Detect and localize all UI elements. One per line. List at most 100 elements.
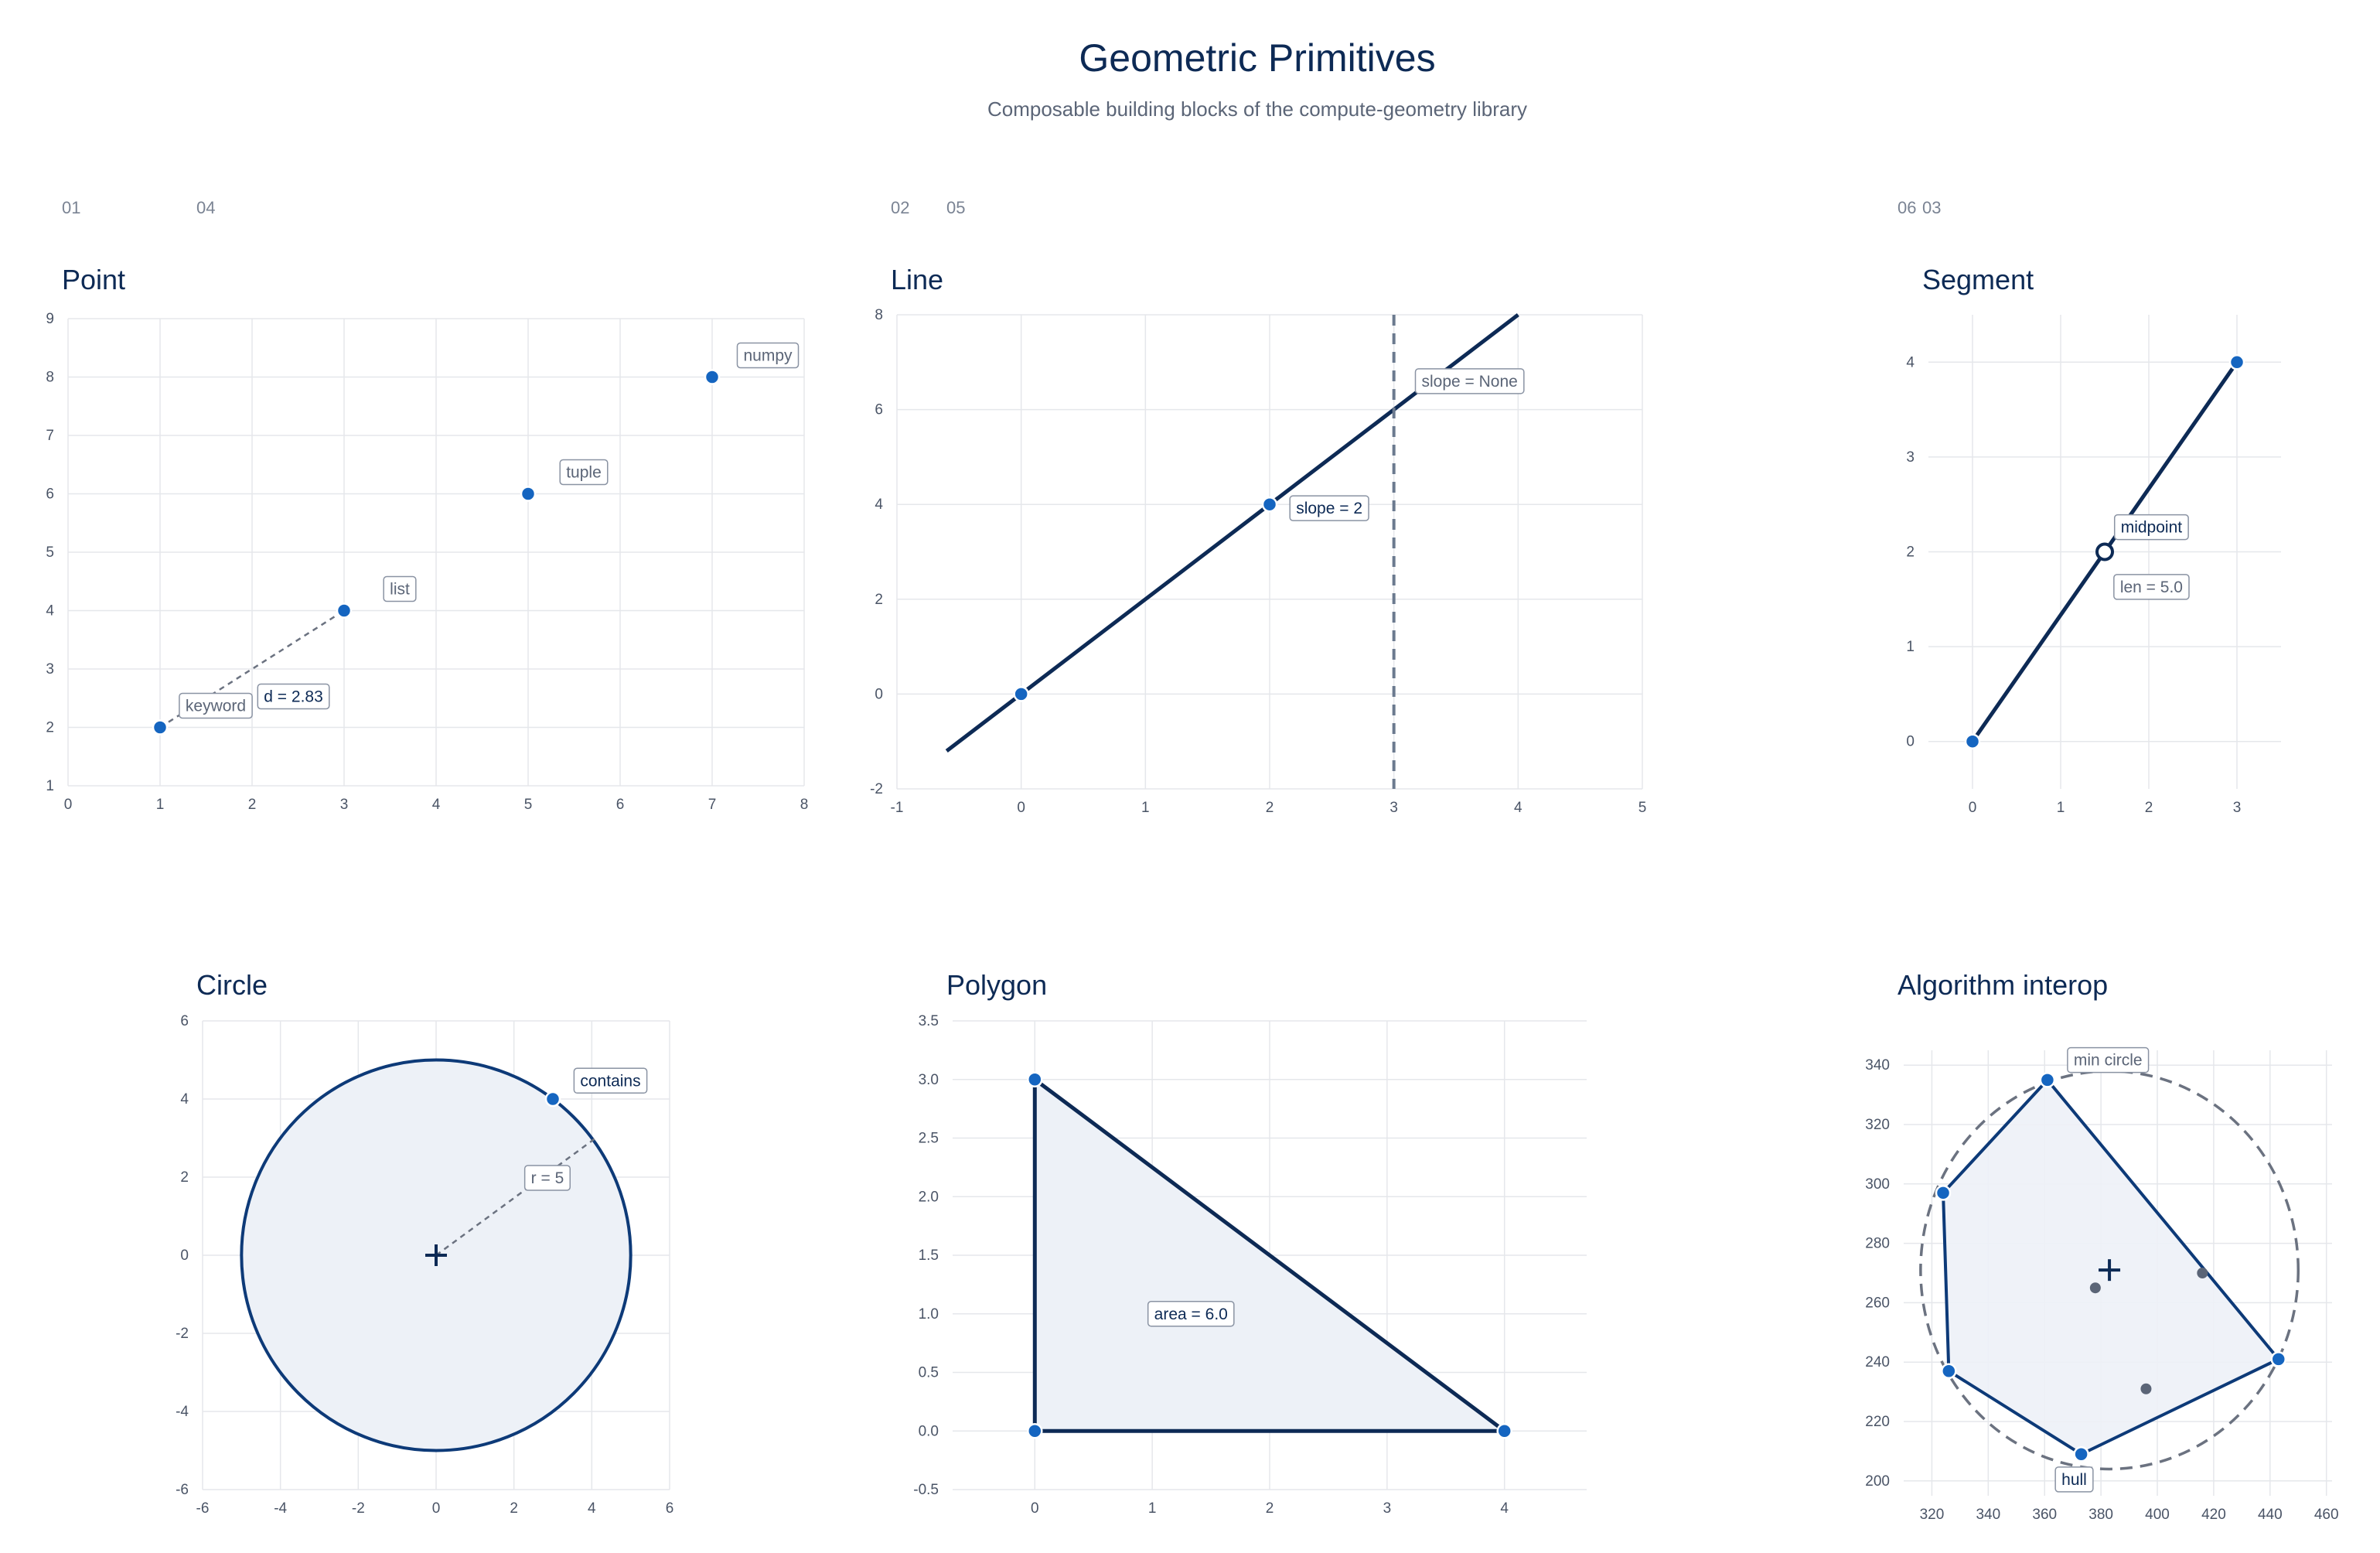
y-tick-label: 240 <box>1865 1354 1890 1370</box>
y-tick-label: 1 <box>1906 639 1915 655</box>
hull-vertex-3 <box>1941 1363 1957 1379</box>
y-tick-label: 2 <box>1906 544 1915 561</box>
min-circle-label-box <box>2067 1046 2150 1073</box>
x-tick-label: 3 <box>340 797 349 813</box>
radius-line <box>435 1137 597 1257</box>
segment-start-point <box>1964 733 1981 749</box>
x-tick-label: 2 <box>1266 1500 1274 1517</box>
y-tick-label: 3.0 <box>919 1072 939 1088</box>
length-label-text: len = 5.0 <box>2120 579 2183 596</box>
circle-panel-number: 04 <box>196 198 215 217</box>
x-tick-label: 360 <box>2032 1507 2057 1523</box>
hull-label-text: hull <box>2061 1471 2087 1489</box>
x-tick-label: 1 <box>1141 800 1150 816</box>
y-tick-label: 340 <box>1865 1057 1890 1073</box>
slope-label-text: slope = 2 <box>1296 500 1362 517</box>
y-tick-label: 4 <box>180 1091 189 1108</box>
x-tick-label: -6 <box>196 1500 210 1517</box>
y-tick-label: 0.5 <box>919 1365 939 1381</box>
interior-point-0 <box>2089 1282 2101 1294</box>
segment-panel-title: Segment <box>1922 264 2034 295</box>
hull-vertex-2 <box>2073 1445 2089 1463</box>
point-label-tuple-box <box>559 459 609 486</box>
x-tick-label: 3 <box>2233 800 2242 816</box>
x-tick-label: 440 <box>2258 1507 2283 1523</box>
x-tick-label: 1 <box>156 797 165 813</box>
point-label-numpy-box <box>736 342 800 369</box>
y-tick-label: -0.5 <box>913 1482 939 1498</box>
polygon-panel-title: Polygon <box>946 969 1047 1001</box>
x-tick-label: 0 <box>64 797 73 813</box>
y-tick-label: 280 <box>1865 1236 1890 1252</box>
data-point-keyword <box>152 719 169 736</box>
polygon-panel-number: 05 <box>946 198 965 217</box>
figure-subtitle: Composable building blocks of the comput… <box>987 97 1527 121</box>
x-tick-label: 0 <box>1969 800 1977 816</box>
x-tick-label: 320 <box>1920 1507 1945 1523</box>
y-tick-label: 0 <box>180 1248 189 1264</box>
y-tick-label: -2 <box>176 1326 189 1342</box>
x-tick-label: 1 <box>2057 800 2065 816</box>
y-tick-label: 3.5 <box>919 1013 939 1029</box>
polygon-vertex-1 <box>1496 1423 1512 1439</box>
y-tick-label: 6 <box>46 486 54 503</box>
y-tick-label: -4 <box>176 1404 189 1420</box>
line-panel-title: Line <box>891 264 943 295</box>
interop-panel-number: 06 <box>1898 198 1916 217</box>
y-tick-label: 6 <box>180 1013 189 1029</box>
interior-point-1 <box>2140 1383 2152 1394</box>
distance-label-box <box>257 683 330 710</box>
x-tick-label: 340 <box>1976 1507 2000 1523</box>
interior-point-2 <box>2197 1268 2208 1278</box>
figure-title: Geometric Primitives <box>1079 36 1435 80</box>
slope-label-box <box>1289 495 1369 521</box>
y-tick-label: 9 <box>46 311 54 327</box>
length-label-box <box>2113 574 2190 600</box>
radius-label-box <box>523 1165 571 1191</box>
y-tick-label: 200 <box>1865 1473 1890 1490</box>
x-tick-label: 2 <box>510 1500 518 1517</box>
line-point-0 <box>1013 686 1029 702</box>
line-point-1 <box>1261 496 1278 513</box>
segment-panel-number: 03 <box>1922 198 1941 217</box>
polygon-vertex-2 <box>1027 1071 1043 1087</box>
x-tick-label: 0 <box>1017 800 1025 816</box>
x-tick-label: 2 <box>1266 800 1274 816</box>
x-tick-label: 0 <box>432 1500 441 1517</box>
y-tick-label: 1 <box>46 778 54 794</box>
y-tick-label: 1.0 <box>919 1306 939 1323</box>
line-grid <box>896 314 1643 790</box>
x-tick-label: -4 <box>274 1500 287 1517</box>
x-tick-label: 2 <box>2145 800 2153 816</box>
x-tick-label: 7 <box>708 797 717 813</box>
area-label-text: area = 6.0 <box>1154 1306 1228 1323</box>
radius-label-text: r = 5 <box>531 1169 564 1187</box>
midpoint-marker <box>2095 542 2114 561</box>
x-tick-label: 2 <box>248 797 257 813</box>
x-tick-label: 5 <box>524 797 533 813</box>
point-label-list-text: list <box>390 581 410 599</box>
y-tick-label: 3 <box>1906 449 1915 466</box>
circle-panel-title: Circle <box>196 969 268 1001</box>
min-circle-label-text: min circle <box>2074 1052 2143 1070</box>
y-tick-label: 320 <box>1865 1117 1890 1133</box>
point-grid <box>67 318 805 787</box>
x-tick-label: 4 <box>432 797 441 813</box>
y-tick-label: -6 <box>176 1482 189 1498</box>
hull-vertex-1 <box>2270 1351 2286 1367</box>
x-tick-label: 8 <box>800 797 809 813</box>
hull-vertex-4 <box>1935 1185 1952 1201</box>
y-tick-label: 2.0 <box>919 1189 939 1205</box>
data-point-list <box>336 602 353 619</box>
x-tick-label: 4 <box>1500 1500 1509 1517</box>
y-tick-label: 0.0 <box>919 1423 939 1439</box>
contains-label-box <box>573 1067 648 1094</box>
panel-polygon: 05 Polygon 0 1 2 3 4 -0.5 0.0 0.5 1.0 1.5 2.0 2.5 3.0 3… <box>913 198 1587 1517</box>
midpoint-label-box <box>2113 514 2189 541</box>
y-tick-label: 0 <box>875 686 883 702</box>
segment-end-point <box>2228 354 2245 370</box>
point-panel-number: 01 <box>62 198 80 217</box>
